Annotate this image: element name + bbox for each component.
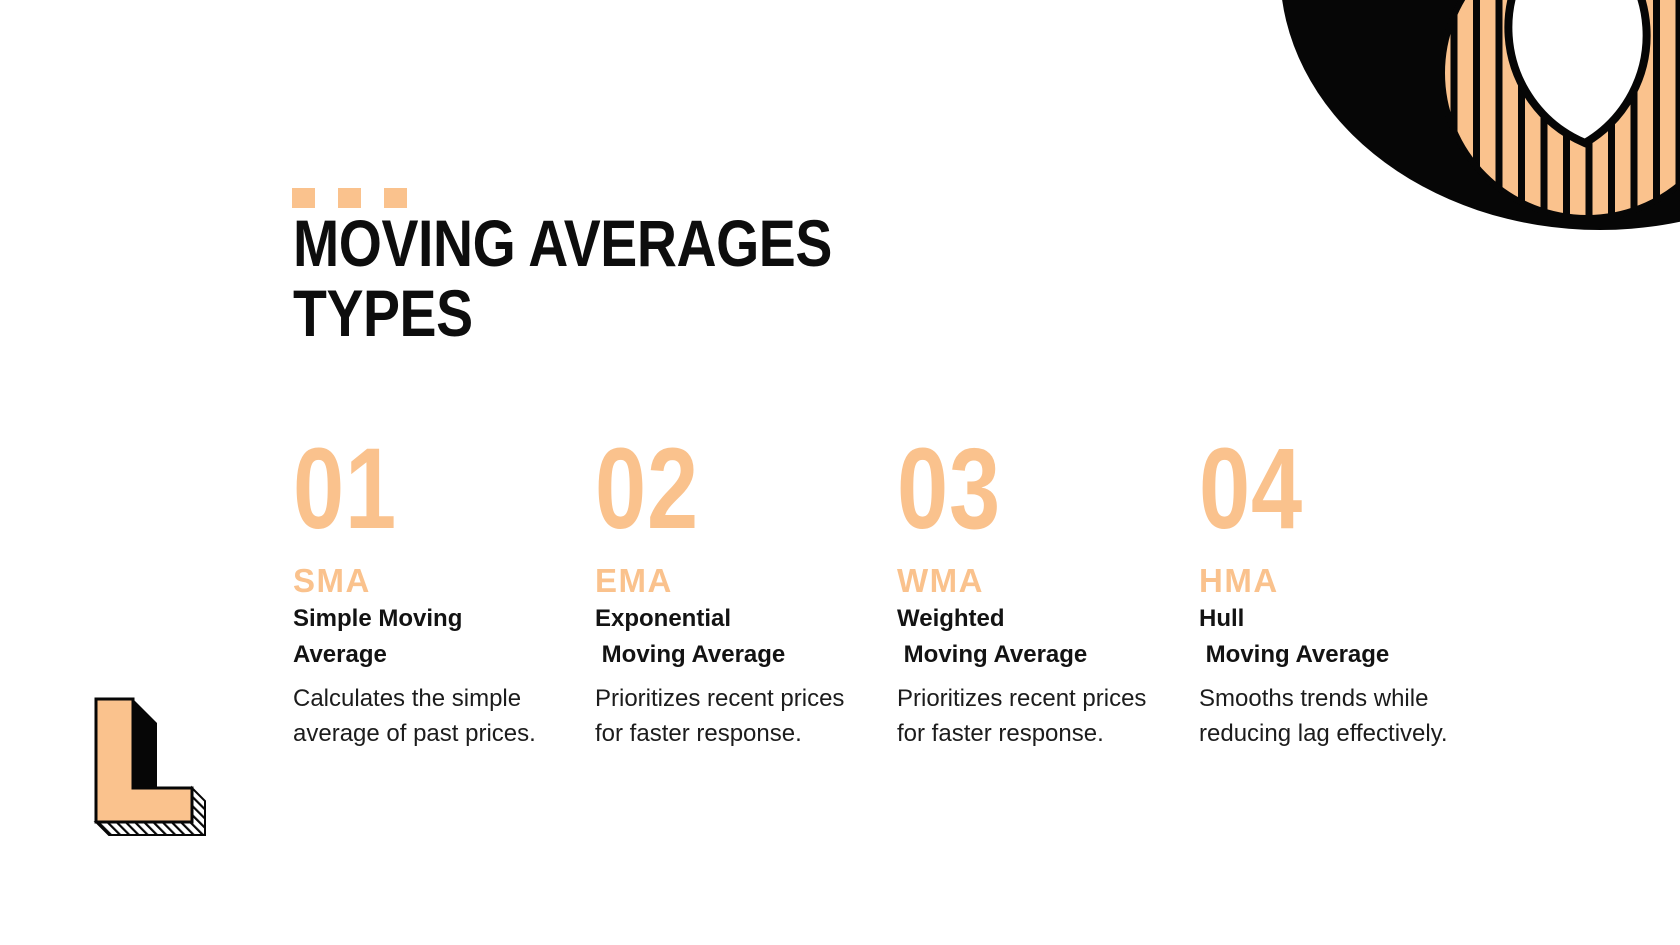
item-name: Weighted Moving Average: [897, 605, 1088, 668]
accent-squares: [292, 188, 407, 208]
item-name: Simple Moving Average: [293, 605, 463, 668]
items-row: 01 SMA Simple Moving Average Calculates …: [293, 432, 1501, 751]
item-description: Calculates the simple average of past pr…: [293, 685, 536, 747]
item-name: Exponential Moving Average: [595, 605, 786, 668]
item-number: 03: [897, 425, 1001, 553]
item-number: 04: [1199, 425, 1303, 553]
list-item-hma: 04 HMA Hull Moving Average Smooths trend…: [1199, 432, 1501, 751]
item-description: Smooths trends while reducing lag effect…: [1199, 685, 1448, 747]
item-abbreviation: SMA: [293, 562, 371, 599]
page-title: MOVING AVERAGES TYPES: [293, 206, 832, 350]
item-number: 01: [293, 425, 397, 553]
accent-square-icon: [384, 188, 407, 208]
item-description: Prioritizes recent prices for faster res…: [897, 685, 1147, 747]
block-l-graphic: [80, 640, 220, 840]
list-item-ema: 02 EMA Exponential Moving Average Priori…: [595, 432, 897, 751]
item-name: Hull Moving Average: [1199, 605, 1390, 668]
item-number: 02: [595, 425, 699, 553]
striped-donut-icon: [1282, 0, 1680, 230]
striped-donut-graphic: [1280, 0, 1680, 240]
item-abbreviation: EMA: [595, 562, 673, 599]
block-l-icon: [93, 697, 206, 836]
accent-square-icon: [338, 188, 361, 208]
list-item-wma: 03 WMA Weighted Moving Average Prioritiz…: [897, 432, 1199, 751]
list-item-sma: 01 SMA Simple Moving Average Calculates …: [293, 432, 595, 751]
item-description: Prioritizes recent prices for faster res…: [595, 685, 845, 747]
item-abbreviation: WMA: [897, 562, 984, 599]
accent-square-icon: [292, 188, 315, 208]
item-abbreviation: HMA: [1199, 562, 1279, 599]
